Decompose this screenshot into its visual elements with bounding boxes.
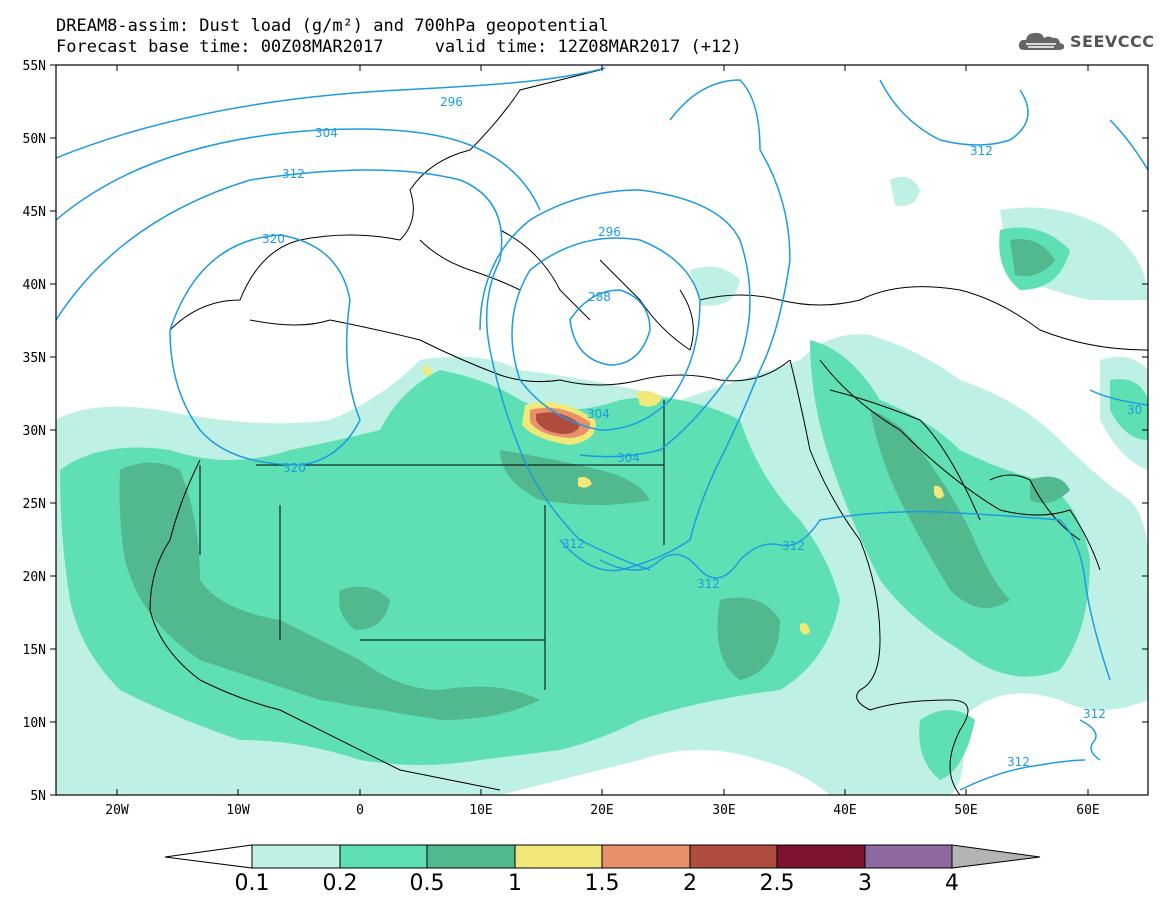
colorbar-swatch-above	[951, 844, 1041, 869]
contour-label: 30	[1127, 403, 1142, 417]
contour-label: 312	[562, 537, 585, 551]
colorbar	[164, 844, 1041, 869]
contour-label: 312	[697, 577, 720, 591]
axis-ticks	[50, 64, 1148, 796]
cloud-logo-icon	[1018, 32, 1065, 50]
contour-label: 304	[587, 407, 610, 421]
lat-label: 10N	[23, 716, 46, 731]
dust-field-layer	[56, 176, 1148, 795]
lon-label: 40E	[833, 803, 856, 818]
contour-label: 312	[1007, 755, 1030, 769]
lon-label: 0	[356, 803, 364, 818]
contour-label: 296	[598, 225, 621, 239]
colorbar-swatch	[776, 844, 866, 869]
contour-label: 304	[617, 451, 640, 465]
lat-label: 35N	[23, 351, 46, 366]
lat-label: 25N	[23, 497, 46, 512]
contour-label: 288	[588, 290, 611, 304]
contour-label: 296	[440, 95, 463, 109]
lon-label: 60E	[1076, 803, 1099, 818]
colorbar-swatch	[689, 844, 778, 869]
contour-label: 312	[970, 144, 993, 158]
seevccc-logo: SEEVCCC	[1018, 30, 1155, 52]
contour-label: 312	[1083, 707, 1106, 721]
colorbar-label: 2	[683, 871, 697, 896]
coastline-layer	[149, 69, 1148, 795]
colorbar-label: 3	[858, 871, 872, 896]
colorbar-swatch	[251, 844, 341, 869]
colorbar-swatch	[601, 844, 691, 869]
lon-label: 10W	[226, 803, 250, 818]
colorbar-label: 2.5	[759, 871, 795, 896]
lat-label: 45N	[23, 205, 46, 220]
contour-label: 312	[782, 539, 805, 553]
colorbar-label: 1	[508, 871, 522, 896]
lat-label: 15N	[23, 643, 46, 658]
chart-title-line-1: DREAM8-assim: Dust load (g/m²) and 700hP…	[56, 16, 609, 36]
longitude-labels: 20W 10W 0 10E 20E 30E 40E 50E 60E	[105, 803, 1099, 818]
lat-label: 50N	[23, 132, 46, 147]
lat-label: 30N	[23, 424, 46, 439]
colorbar-label: 1.5	[584, 871, 620, 896]
lat-label: 55N	[23, 59, 46, 74]
chart-title-line-2: Forecast base time: 00Z08MAR2017 valid t…	[56, 37, 742, 57]
lat-label: 20N	[23, 570, 46, 585]
lon-label: 30E	[712, 803, 735, 818]
lon-label: 20E	[590, 803, 613, 818]
logo-text: SEEVCCC	[1070, 31, 1155, 51]
lon-label: 50E	[954, 803, 977, 818]
colorbar-label: 0.1	[234, 871, 270, 896]
lat-label: 40N	[23, 278, 46, 293]
latitude-labels: 55N 50N 45N 40N 35N 30N 25N 20N 15N 10N …	[23, 59, 46, 804]
lon-label: 20W	[105, 803, 129, 818]
contour-label: 304	[315, 126, 338, 140]
colorbar-swatch	[864, 844, 953, 869]
colorbar-swatch-below	[164, 844, 253, 869]
geopotential-contours	[56, 67, 1148, 791]
colorbar-swatch	[426, 844, 516, 869]
colorbar-label: 4	[945, 871, 959, 896]
colorbar-swatch	[514, 844, 603, 869]
colorbar-swatch	[339, 844, 428, 869]
contour-label: 312	[282, 167, 305, 181]
contour-label: 320	[283, 461, 306, 475]
colorbar-label: 0.2	[322, 871, 358, 896]
contour-label: 320	[262, 232, 285, 246]
lat-label: 5N	[30, 789, 46, 804]
contour-labels: 296 304 312 320 288 296 304 312 312 312 …	[262, 95, 1142, 769]
lon-label: 10E	[469, 803, 492, 818]
colorbar-label: 0.5	[409, 871, 445, 896]
